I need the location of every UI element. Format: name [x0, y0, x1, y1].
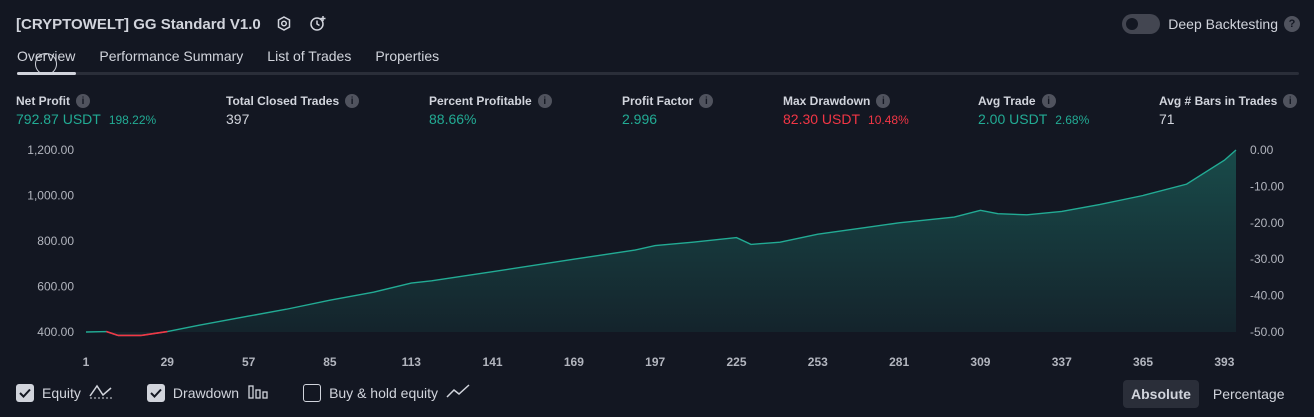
metric-percent: 2.68%: [1055, 113, 1090, 127]
info-icon[interactable]: i: [699, 94, 714, 108]
tab-properties[interactable]: Properties: [375, 48, 440, 64]
buy-hold-label: Buy & hold equity: [329, 385, 439, 401]
x-axis-tick: 225: [726, 355, 746, 369]
equity-fill: [86, 150, 1236, 336]
info-icon[interactable]: i: [1283, 94, 1298, 108]
metric-net-profit: Net Profit i 792.87 USDT 198.22%: [16, 93, 156, 127]
equity-area: [85, 149, 1237, 337]
x-axis-tick: 365: [1133, 355, 1153, 369]
legend-equity[interactable]: Equity: [16, 383, 113, 404]
left-axis-tick: 1,200.00: [27, 143, 74, 157]
metric-value: 71: [1159, 111, 1175, 127]
info-icon[interactable]: i: [345, 94, 360, 108]
x-axis-tick: 85: [323, 355, 337, 369]
equity-drawdown-chart[interactable]: 1,200.00 1,000.00 800.00 600.00 400.00 0.00 -1…: [0, 138, 1314, 374]
help-icon[interactable]: ?: [1284, 16, 1300, 32]
equity-below-start-segment: [106, 330, 119, 337]
strategy-tabs: Overview Performance Summary List of Tra…: [17, 44, 463, 70]
x-axis-tick: 29: [161, 355, 175, 369]
metric-value: 2.00 USDT: [978, 111, 1048, 127]
percentage-button[interactable]: Percentage: [1212, 386, 1285, 402]
drawdown-bars-icon: [247, 383, 269, 404]
left-axis-tick: 400.00: [37, 325, 74, 339]
metric-avg-trade: Avg Trade i 2.00 USDT 2.68%: [978, 93, 1089, 127]
equity-below-start-segment: [141, 330, 168, 337]
deep-backtesting-control: Deep Backtesting ?: [1122, 13, 1300, 35]
legend-drawdown[interactable]: Drawdown: [146, 383, 269, 404]
info-icon[interactable]: i: [537, 94, 552, 108]
metric-label: Total Closed Trades: [226, 94, 340, 108]
metric-label: Max Drawdown: [783, 94, 871, 108]
metric-label: Percent Profitable: [429, 94, 532, 108]
x-axis-tick: 281: [889, 355, 909, 369]
x-axis-tick: 197: [645, 355, 665, 369]
equity-line-icon: [89, 383, 113, 404]
legend-buy-hold[interactable]: Buy & hold equity: [303, 383, 470, 404]
right-axis-tick: -50.00: [1250, 325, 1284, 339]
x-axis-tick: 169: [564, 355, 584, 369]
metric-label: Net Profit: [16, 94, 70, 108]
add-alert-icon[interactable]: [307, 13, 329, 35]
tab-list-of-trades[interactable]: List of Trades: [267, 48, 352, 64]
metric-value: 792.87 USDT: [16, 111, 101, 127]
drawdown-checkbox[interactable]: [146, 384, 165, 402]
left-axis-tick: 1,000.00: [27, 189, 74, 203]
metric-label: Avg # Bars in Trades: [1159, 94, 1278, 108]
right-axis-tick: -10.00: [1250, 179, 1284, 193]
display-mode-switch: Absolute Percentage: [1123, 380, 1293, 408]
buy-hold-checkbox[interactable]: [303, 384, 322, 402]
right-axis-tick: -20.00: [1250, 216, 1284, 230]
metric-percent: 10.48%: [868, 113, 909, 127]
settings-gear-icon[interactable]: [273, 13, 295, 35]
right-axis-tick: -40.00: [1250, 289, 1284, 303]
x-axis-tick: 309: [970, 355, 990, 369]
right-axis-tick: 0.00: [1250, 143, 1274, 157]
x-axis-tick: 253: [808, 355, 828, 369]
tab-scroll-handle[interactable]: [35, 53, 57, 75]
equity-line: [85, 149, 1237, 337]
info-icon[interactable]: i: [1041, 94, 1056, 108]
metric-label: Avg Trade: [978, 94, 1036, 108]
metric-profit-factor: Profit Factor i 2.996: [622, 93, 714, 127]
strategy-title: [CRYPTOWELT] GG Standard V1.0: [16, 15, 261, 33]
info-icon[interactable]: i: [876, 94, 891, 108]
x-axis-tick: 393: [1214, 355, 1234, 369]
drawdown-label: Drawdown: [172, 385, 240, 401]
metric-label: Profit Factor: [622, 94, 694, 108]
info-icon[interactable]: i: [76, 94, 90, 108]
equity-checkbox[interactable]: [16, 384, 34, 402]
right-axis-tick: -30.00: [1250, 252, 1284, 266]
chart-legend: Equity Drawdown Buy & hold equity: [16, 381, 504, 405]
metric-max-drawdown: Max Drawdown i 82.30 USDT 10.48%: [783, 93, 909, 127]
absolute-button[interactable]: Absolute: [1123, 380, 1199, 408]
x-axis-tick: 337: [1052, 355, 1072, 369]
metric-value: 88.66%: [429, 111, 477, 127]
deep-backtesting-toggle[interactable]: [1122, 14, 1161, 34]
deep-backtesting-label: Deep Backtesting: [1168, 16, 1278, 32]
equity-label: Equity: [42, 385, 81, 401]
left-axis-tick: 800.00: [37, 234, 74, 248]
strategy-header: [CRYPTOWELT] GG Standard V1.0: [16, 12, 329, 36]
x-axis-tick: 1: [83, 355, 90, 369]
metric-percent-profitable: Percent Profitable i 88.66%: [429, 93, 552, 127]
metric-value: 82.30 USDT: [783, 111, 861, 127]
chart-axes: 1,200.00 1,000.00 800.00 600.00 400.00 0.00 -1…: [27, 143, 1284, 369]
metric-avg-bars-in-trades: Avg # Bars in Trades i 71: [1159, 93, 1298, 127]
x-axis-tick: 57: [242, 355, 256, 369]
buy-hold-line-icon: [446, 383, 470, 404]
metric-total-closed-trades: Total Closed Trades i 397: [226, 93, 360, 127]
metric-value: 397: [226, 111, 250, 127]
metric-value: 2.996: [622, 111, 658, 127]
x-axis-tick: 113: [402, 355, 422, 369]
tab-scroll-track[interactable]: [17, 72, 1299, 75]
metric-percent: 198.22%: [108, 113, 157, 127]
left-axis-tick: 600.00: [37, 280, 74, 294]
tab-performance-summary[interactable]: Performance Summary: [99, 48, 244, 64]
x-axis-tick: 141: [483, 355, 503, 369]
